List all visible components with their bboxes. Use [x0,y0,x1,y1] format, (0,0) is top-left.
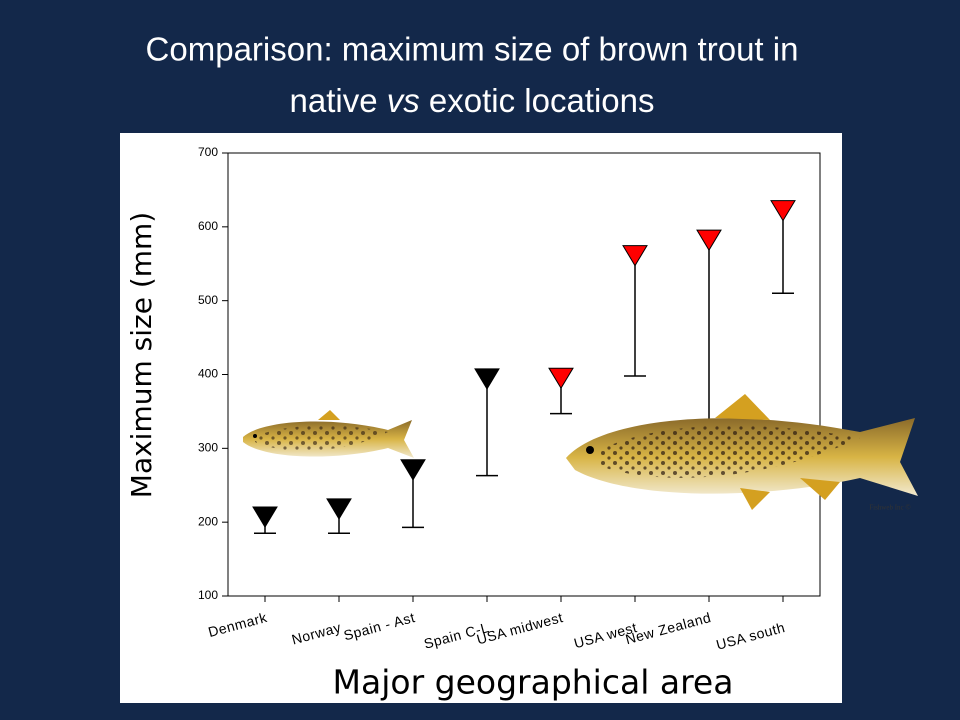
title-part: native [289,82,386,119]
y-axis-label: Maximum size (mm) [125,212,158,498]
title-part: vs [387,82,420,119]
y-tick-label: 700 [198,145,218,159]
title-line-1: Comparison: maximum size of brown trout … [146,31,799,68]
fish-illustration [566,394,918,510]
fish-illustration [243,410,414,458]
title-part: exotic locations [420,82,655,119]
y-tick-label: 300 [198,441,218,455]
y-tick-label: 100 [198,588,218,602]
watermark: Fishweb Inc © [869,504,911,512]
y-tick-label: 200 [198,514,218,528]
max-marker [770,200,796,222]
max-marker [400,459,426,481]
max-marker [326,498,352,520]
title-line-2: native vs exotic locations [289,82,654,119]
y-tick-label: 600 [198,219,218,233]
max-marker [696,229,722,252]
x-axis-label: Major geographical area [333,663,734,702]
max-marker [474,368,500,390]
y-tick-label: 500 [198,293,218,307]
y-tick-label: 400 [198,367,218,381]
max-marker [622,245,648,267]
max-marker [548,367,574,390]
max-marker [252,506,278,528]
